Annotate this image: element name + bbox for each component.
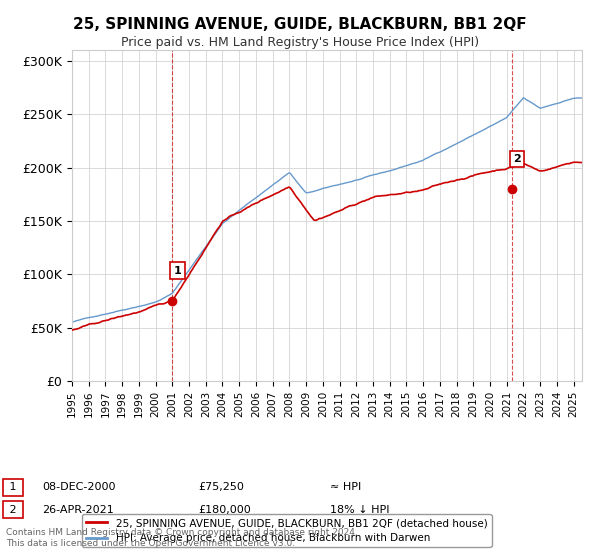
Text: 25, SPINNING AVENUE, GUIDE, BLACKBURN, BB1 2QF: 25, SPINNING AVENUE, GUIDE, BLACKBURN, B… bbox=[73, 17, 527, 32]
Text: £75,250: £75,250 bbox=[198, 482, 244, 492]
Text: 1: 1 bbox=[173, 266, 181, 276]
Text: 08-DEC-2000: 08-DEC-2000 bbox=[42, 482, 115, 492]
Text: 2: 2 bbox=[6, 505, 20, 515]
Text: ≈ HPI: ≈ HPI bbox=[330, 482, 361, 492]
Text: Contains HM Land Registry data © Crown copyright and database right 2024.
This d: Contains HM Land Registry data © Crown c… bbox=[6, 528, 358, 548]
Text: Price paid vs. HM Land Registry's House Price Index (HPI): Price paid vs. HM Land Registry's House … bbox=[121, 36, 479, 49]
Text: £180,000: £180,000 bbox=[198, 505, 251, 515]
Legend: 25, SPINNING AVENUE, GUIDE, BLACKBURN, BB1 2QF (detached house), HPI: Average pr: 25, SPINNING AVENUE, GUIDE, BLACKBURN, B… bbox=[82, 514, 491, 547]
Text: 18% ↓ HPI: 18% ↓ HPI bbox=[330, 505, 389, 515]
Text: 1: 1 bbox=[6, 482, 20, 492]
Text: 26-APR-2021: 26-APR-2021 bbox=[42, 505, 114, 515]
Text: 2: 2 bbox=[513, 154, 521, 164]
